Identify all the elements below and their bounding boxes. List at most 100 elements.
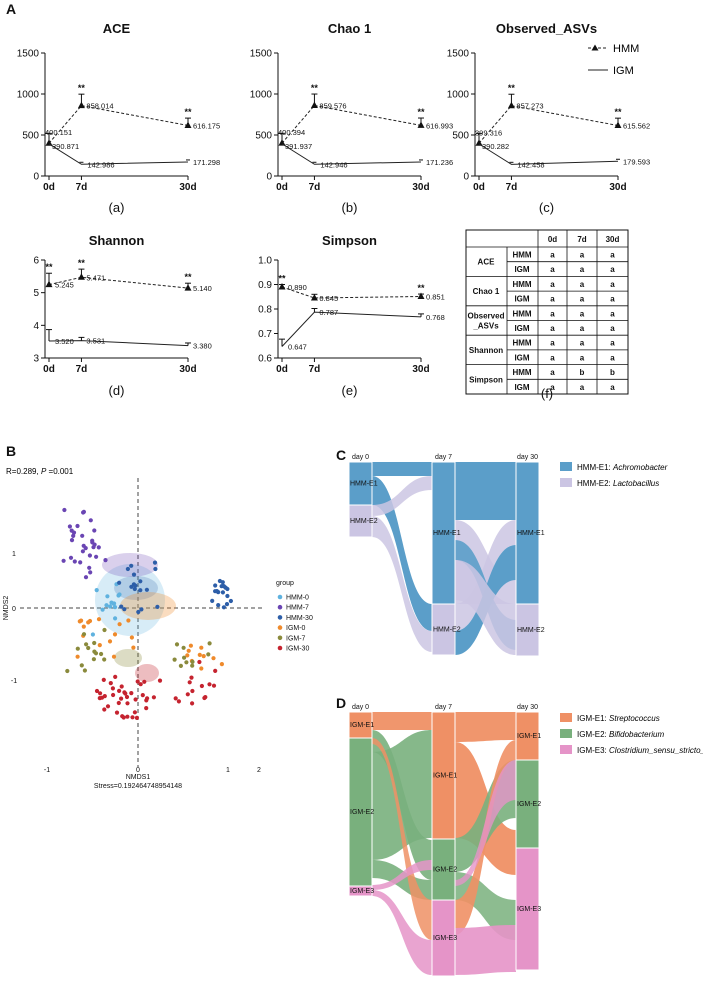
legend-entry: HMM-E1: Achromobacter <box>577 463 668 472</box>
table-value: a <box>610 309 615 318</box>
table-value: a <box>610 265 615 274</box>
chart-title: Simpson <box>322 233 377 248</box>
table-value: a <box>610 280 615 289</box>
nmds-point-igm-7 <box>207 641 212 646</box>
nmds-point-igm-30 <box>110 686 115 691</box>
nmds-point-hmm-7 <box>61 558 66 563</box>
nmds-point-igm-7 <box>190 659 195 665</box>
table-group: IGM <box>514 324 529 333</box>
data-point-hmm <box>310 293 318 301</box>
table-metric: Chao 1 <box>473 287 500 296</box>
legend-code: IGM-E1: <box>577 714 609 723</box>
nmds-point-igm-30 <box>102 707 107 712</box>
nmds-plot: -1 0 1 2 1 0 -1 NMDS1 Stress=0.192464748954148 NM… <box>3 478 313 790</box>
nmds-point-hmm-7 <box>69 538 75 543</box>
data-label: 400.394 <box>278 128 305 137</box>
table-header: 30d <box>606 235 620 244</box>
table-value: a <box>550 368 555 377</box>
nmds-point-igm-7 <box>181 645 186 650</box>
y-tick-label: 0 <box>463 172 469 183</box>
table-value: a <box>550 353 555 362</box>
nmds-point-igm-7 <box>174 642 180 647</box>
data-label: 171.298 <box>193 158 220 167</box>
significance-mark: ** <box>184 272 192 282</box>
data-label: 858.014 <box>86 102 113 111</box>
legend-taxon: Lactobacillus <box>613 479 659 488</box>
nmds-point-hmm-7 <box>94 554 99 559</box>
table-value: a <box>580 339 585 348</box>
y-tick-label: 500 <box>452 131 469 142</box>
panel-label-b: B <box>6 443 16 459</box>
data-label: 171.236 <box>426 158 453 167</box>
nmds-point-igm-30 <box>207 682 212 687</box>
data-label: 179.593 <box>623 157 650 166</box>
sankey-node-label: HMM-E1 <box>350 481 378 488</box>
nmds-point-igm-0 <box>96 617 102 622</box>
x-tick-label: 30d <box>609 182 626 193</box>
table-value: a <box>550 383 555 392</box>
table-value: a <box>550 280 555 289</box>
x-tick-label: 7d <box>309 364 321 375</box>
sankey-day-label: day 7 <box>435 704 452 711</box>
nmds-point-hmm-30 <box>129 584 134 589</box>
legend-a: HMM IGM <box>588 43 639 77</box>
sankey-node <box>515 603 540 657</box>
nmds-point-igm-0 <box>199 666 204 671</box>
y-tick-label: 0 <box>33 172 39 183</box>
nmds-point-hmm-30 <box>125 566 130 572</box>
nmds-point-hmm-7 <box>69 528 74 533</box>
data-point-hmm <box>184 121 192 128</box>
nmds-y-tick: 0 <box>12 606 16 613</box>
nmds-point-igm-0 <box>185 653 190 658</box>
chart-title: Observed_ASVs <box>496 21 597 36</box>
flow-e1-e1 <box>455 462 516 520</box>
y-tick-label: 0.7 <box>258 329 272 340</box>
sankey-day-label: day 30 <box>517 704 538 711</box>
group-ellipse <box>114 649 142 667</box>
nmds-point-hmm-30 <box>228 598 233 604</box>
nmds-point-hmm-30 <box>144 587 149 592</box>
series-line-hmm <box>281 104 422 144</box>
data-point-hmm <box>417 292 425 300</box>
series-line-igm <box>478 143 619 165</box>
significance-mark: ** <box>78 258 86 268</box>
nmds-point-igm-30 <box>213 668 218 674</box>
x-tick-label: 7d <box>76 182 88 193</box>
data-label: 0.647 <box>288 342 307 351</box>
series-line-hmm <box>478 105 619 144</box>
nmds-legend-label: IGM-0 <box>286 625 306 632</box>
chart-title: ACE <box>103 21 131 36</box>
nmds-point-igm-30 <box>151 695 156 700</box>
nmds-point-hmm-7 <box>71 533 76 539</box>
significance-mark: ** <box>417 107 425 117</box>
x-tick-label: 0d <box>43 364 55 375</box>
nmds-point-igm-30 <box>202 695 207 701</box>
subpanel-label: (f) <box>541 386 553 401</box>
nmds-stat: R=0.289, P =0.001 <box>6 467 74 476</box>
data-label: 142.458 <box>517 160 544 169</box>
nmds-point-hmm-30 <box>210 598 215 604</box>
series-line-hmm <box>281 286 422 299</box>
nmds-point-igm-30 <box>132 710 137 715</box>
nmds-point-igm-30 <box>116 700 121 706</box>
nmds-point-igm-30 <box>157 678 163 683</box>
nmds-point-igm-7 <box>102 627 107 633</box>
flow-e1-e1 <box>372 462 432 476</box>
flow-e1-e2b <box>455 560 516 655</box>
sankey-node-label: IGM-E1 <box>517 733 541 740</box>
nmds-point-igm-30 <box>129 691 134 696</box>
table-group: HMM <box>512 339 531 348</box>
table-value: a <box>610 324 615 333</box>
nmds-point-hmm-0 <box>108 604 113 609</box>
nmds-point-hmm-0 <box>100 607 105 612</box>
nmds-point-igm-30 <box>173 696 178 701</box>
y-tick-label: 500 <box>255 131 272 142</box>
data-label: 5.471 <box>86 273 105 282</box>
data-point-hmm <box>278 139 286 146</box>
flow-e3-e2 <box>372 860 432 890</box>
table-group: IGM <box>514 383 529 392</box>
nmds-stat-r: R=0.289, <box>6 467 39 476</box>
nmds-point-igm-30 <box>108 681 113 686</box>
